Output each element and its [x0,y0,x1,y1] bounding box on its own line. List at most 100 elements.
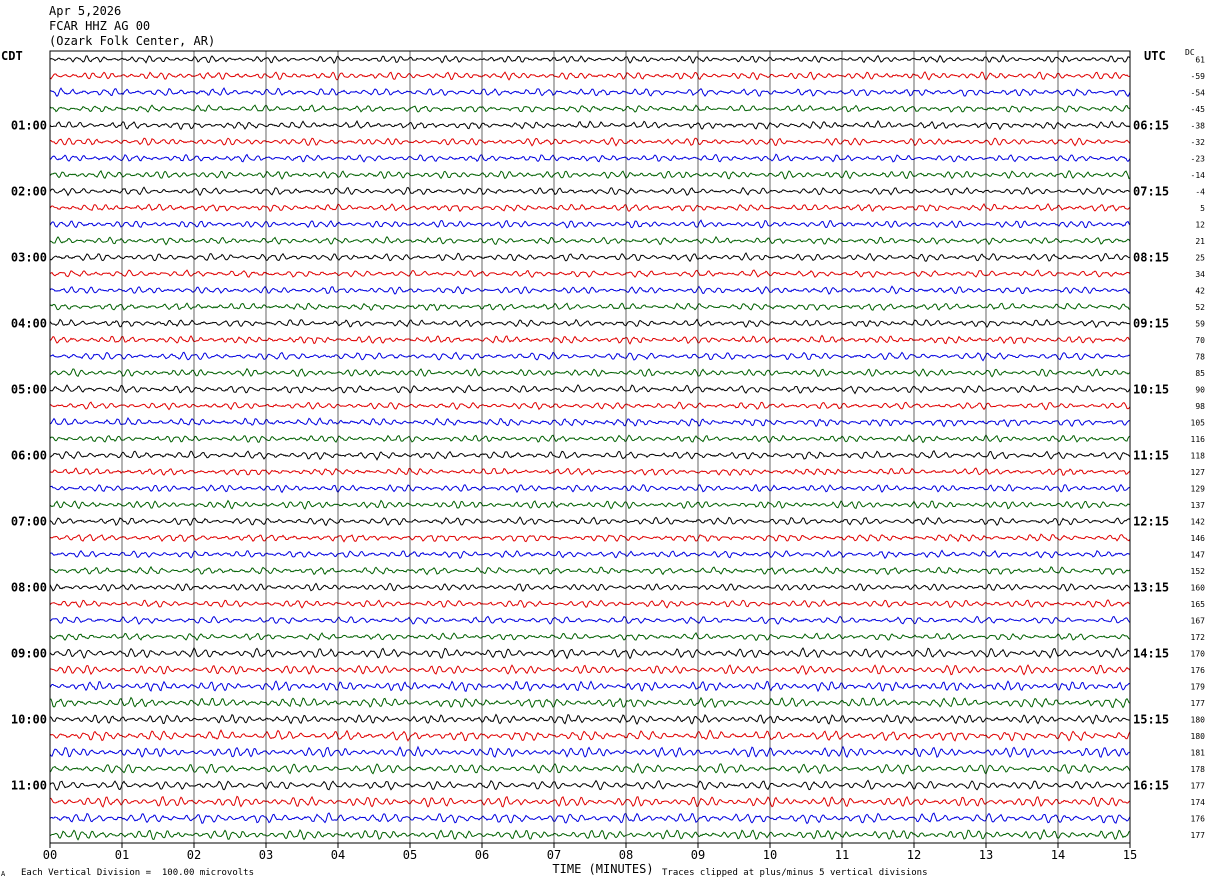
dc-offset-label: 105 [1191,418,1206,427]
dc-offset-label: 59 [1195,319,1205,328]
dc-offset-label: 152 [1191,567,1206,576]
header-station: FCAR HHZ AG 00 [49,19,151,33]
dc-offset-label: 70 [1195,336,1205,345]
dc-offset-label: -59 [1191,72,1206,81]
dc-offset-label: 137 [1191,501,1206,510]
right-time-label: 11:15 [1133,448,1169,462]
dc-offset-label: 170 [1191,649,1206,658]
left-time-label: 11:00 [11,778,47,792]
dc-offset-label: 146 [1191,534,1206,543]
corner-mark: A [1,870,6,878]
dc-offset-label: 176 [1191,814,1206,823]
dc-offset-label: 12 [1195,220,1205,229]
seismic-trace [49,779,1131,791]
x-tick-label: 07 [547,848,561,862]
left-time-label: 02:00 [11,184,47,198]
seismic-trace [49,664,1131,676]
seismic-trace [49,302,1131,312]
seismic-trace [49,549,1131,560]
dc-offset-label: -54 [1191,88,1206,97]
seismic-trace [49,449,1131,461]
dc-offset-label: 98 [1195,402,1205,411]
seismic-trace [49,599,1131,609]
dc-offset-label: 160 [1191,583,1206,592]
dc-offset-label: 85 [1195,369,1205,378]
dc-offset-label: 34 [1195,270,1205,279]
seismic-trace [49,120,1131,131]
seismic-trace [49,828,1131,841]
dc-offset-label: 172 [1191,633,1206,642]
x-tick-label: 02 [187,848,201,862]
left-time-label: 01:00 [11,118,47,132]
seismic-trace [49,170,1131,180]
dc-offset-label: 167 [1191,616,1206,625]
seismic-trace [49,219,1131,229]
dc-offset-label: 165 [1191,600,1206,609]
dc-offset-labels: 61-59-54-45-38-32-23-14-4512212534425259… [1191,55,1206,840]
dc-offset-label: 25 [1195,253,1205,262]
left-time-label: 08:00 [11,580,47,594]
x-tick-label: 01 [115,848,129,862]
x-axis-label: TIME (MINUTES) [552,862,653,876]
header-date: Apr 5,2026 [49,4,122,18]
x-tick-label: 12 [907,848,921,862]
left-time-labels: 01:00 02:00 03:00 04:00 05:00 06:00 07:00 08:00… [11,118,47,792]
clip-note: Traces clipped at plus/minus 5 vertical … [662,868,928,878]
left-time-label: 07:00 [11,514,47,528]
right-time-label: 06:15 [1133,118,1169,132]
seismic-trace [49,202,1131,213]
seismic-trace [49,582,1131,592]
seismic-trace [49,318,1131,329]
utc-label: UTC [1144,49,1166,63]
left-time-label: 09:00 [11,646,47,660]
seismic-trace [49,153,1131,163]
grid-lines [121,51,1059,843]
seismic-trace [49,401,1131,411]
seismic-trace [49,680,1131,693]
dc-offset-label: 142 [1191,517,1206,526]
dc-offset-label: 177 [1191,781,1206,790]
dc-offset-label: 177 [1191,699,1206,708]
seismic-trace [49,367,1131,378]
right-time-label: 16:15 [1133,778,1169,792]
seismic-trace [49,762,1131,775]
dc-offset-label: -4 [1195,187,1205,196]
x-tick-label: 03 [259,848,273,862]
right-time-label: 14:15 [1133,646,1169,660]
seismic-trace [49,87,1131,98]
dc-offset-label: -45 [1191,105,1206,114]
dc-offset-label: 180 [1191,732,1206,741]
x-tick-label: 08 [619,848,633,862]
seismic-trace [49,713,1131,726]
dc-offset-label: 116 [1191,435,1206,444]
x-axis-ticks: 00 01 02 03 04 05 06 07 08 09 10 11 12 13 14 15 [43,843,1137,862]
seismic-trace [49,71,1131,81]
cdt-label: CDT [1,49,23,63]
right-time-label: 07:15 [1133,184,1169,198]
dc-offset-label: 118 [1191,451,1206,460]
seismic-trace [49,186,1131,197]
dc-offset-label: -23 [1191,154,1206,163]
dc-offset-label: 78 [1195,352,1205,361]
seismic-trace [49,54,1131,65]
dc-label: DC [1185,48,1195,57]
dc-offset-label: 176 [1191,666,1206,675]
left-time-label: 05:00 [11,382,47,396]
seismic-trace [49,812,1131,825]
seismic-trace [49,615,1131,625]
trace-group [49,54,1131,841]
dc-offset-label: 21 [1195,237,1205,246]
seismic-trace [49,696,1131,709]
dc-offset-label: -14 [1191,171,1206,180]
x-tick-label: 11 [835,848,849,862]
vertical-division-note: Each Vertical Division = 100.00 microvol… [21,868,254,878]
dc-offset-label: -38 [1191,121,1206,130]
seismic-trace [49,285,1131,295]
seismic-trace [49,631,1131,642]
seismic-trace [49,467,1131,476]
dc-offset-label: 180 [1191,715,1206,724]
seismic-trace [49,499,1131,510]
x-tick-label: 15 [1123,848,1137,862]
seismic-trace [49,434,1131,444]
